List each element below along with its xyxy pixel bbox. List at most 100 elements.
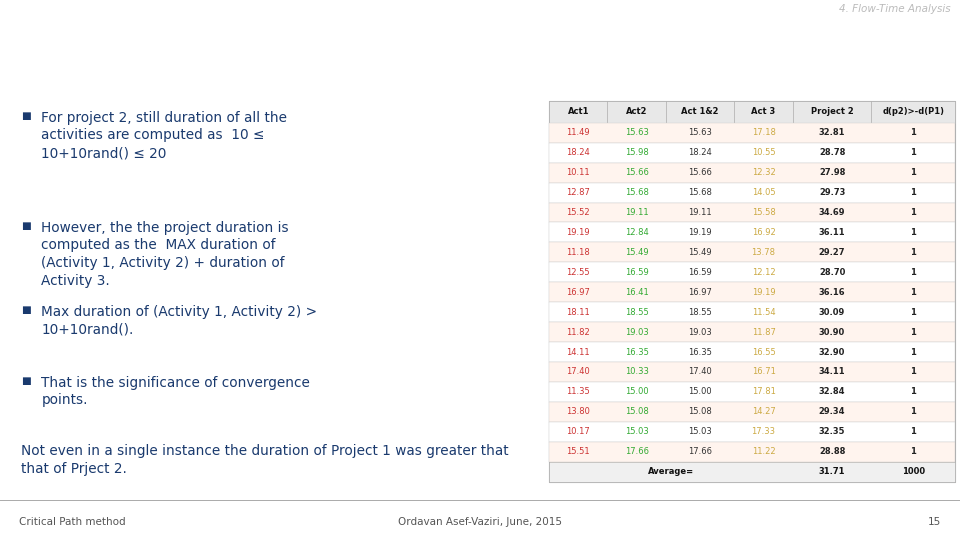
Bar [549,302,955,322]
Text: 15.68: 15.68 [625,188,649,197]
Bar [549,123,955,143]
Text: 15.52: 15.52 [566,208,590,217]
Text: 10.11: 10.11 [566,168,590,177]
Text: 18.24: 18.24 [566,148,590,157]
Text: 15.49: 15.49 [625,248,649,257]
Text: 15.00: 15.00 [625,387,649,396]
Text: 15.03: 15.03 [688,427,712,436]
Bar [549,342,955,362]
Text: 17.81: 17.81 [752,387,776,396]
Text: 19.19: 19.19 [752,288,776,297]
Text: 18.55: 18.55 [625,308,649,316]
Text: 1: 1 [910,228,916,237]
Text: 1: 1 [910,308,916,316]
Text: 1: 1 [910,168,916,177]
Text: 1: 1 [910,288,916,297]
Text: Act 1&2: Act 1&2 [682,107,719,116]
Text: 32.90: 32.90 [819,348,846,356]
Text: 29.73: 29.73 [819,188,846,197]
Text: 16.55: 16.55 [752,348,776,356]
Text: Max duration of (Activity 1, Activity 2) >
10+10rand().: Max duration of (Activity 1, Activity 2)… [41,305,318,337]
Bar [549,422,955,442]
Text: 15.63: 15.63 [688,129,712,137]
Text: That is the significance of convergence
points.: That is the significance of convergence … [41,376,310,408]
Text: 1: 1 [910,268,916,277]
Text: 16.35: 16.35 [688,348,712,356]
Text: For project 2, still duration of all the
activities are computed as  10 ≤
10+10r: For project 2, still duration of all the… [41,111,287,160]
Text: 15.66: 15.66 [625,168,649,177]
Text: 30.90: 30.90 [819,328,845,336]
Text: 28.78: 28.78 [819,148,846,157]
Text: 19.11: 19.11 [688,208,712,217]
Bar [549,183,955,202]
Text: 12.12: 12.12 [752,268,776,277]
Text: 11.35: 11.35 [566,387,590,396]
Text: 1: 1 [910,188,916,197]
Text: A Key Problem: The Impact Converging Activities: A Key Problem: The Impact Converging Act… [12,43,743,69]
Bar [549,242,955,262]
Text: 1: 1 [910,148,916,157]
Text: 1: 1 [910,328,916,336]
Text: 16.97: 16.97 [688,288,712,297]
Text: 31.71: 31.71 [819,467,846,476]
Text: Not even in a single instance the duration of Project 1 was greater that
that of: Not even in a single instance the durati… [21,444,509,476]
Text: 15.08: 15.08 [688,407,712,416]
Text: 15.03: 15.03 [625,427,649,436]
Bar [734,101,793,123]
Text: 1: 1 [910,248,916,257]
Text: 11.18: 11.18 [566,248,590,257]
Text: 15.66: 15.66 [688,168,712,177]
Text: 15.51: 15.51 [566,447,590,456]
Bar [549,382,955,402]
Text: 19.03: 19.03 [625,328,649,336]
Text: 15: 15 [927,517,941,526]
Text: 15.63: 15.63 [625,129,649,137]
Text: 28.70: 28.70 [819,268,846,277]
Text: 29.27: 29.27 [819,248,846,257]
Text: 4. Flow-Time Analysis: 4. Flow-Time Analysis [839,4,950,14]
Text: Average=: Average= [648,467,694,476]
Text: 18.24: 18.24 [688,148,712,157]
Text: 16.59: 16.59 [688,268,712,277]
Bar [549,202,955,222]
Text: 1: 1 [910,387,916,396]
Bar [793,101,872,123]
Text: 11.49: 11.49 [566,129,590,137]
Text: 17.66: 17.66 [625,447,649,456]
Text: 14.05: 14.05 [752,188,776,197]
Text: 19.03: 19.03 [688,328,712,336]
Text: 16.35: 16.35 [625,348,649,356]
Text: 15.58: 15.58 [752,208,776,217]
Text: 32.81: 32.81 [819,129,846,137]
Text: 34.69: 34.69 [819,208,846,217]
Text: Act2: Act2 [626,107,647,116]
Text: 1: 1 [910,427,916,436]
Bar [549,163,955,183]
Text: Critical Path method: Critical Path method [19,517,126,526]
Text: 16.59: 16.59 [625,268,649,277]
Text: Act 3: Act 3 [752,107,776,116]
Bar [549,462,955,482]
Text: 13.80: 13.80 [566,407,590,416]
Bar [549,262,955,282]
Text: 32.84: 32.84 [819,387,846,396]
Text: 15.08: 15.08 [625,407,649,416]
Text: 36.11: 36.11 [819,228,846,237]
Text: 14.27: 14.27 [752,407,776,416]
Text: 17.40: 17.40 [688,367,712,376]
Text: Project 2: Project 2 [811,107,853,116]
Text: 1: 1 [910,208,916,217]
Text: 1: 1 [910,447,916,456]
Text: 16.92: 16.92 [752,228,776,237]
Text: 17.33: 17.33 [752,427,776,436]
Text: 34.11: 34.11 [819,367,846,376]
Text: ■: ■ [21,376,31,386]
Text: 12.87: 12.87 [566,188,590,197]
Bar [666,101,734,123]
Bar [549,402,955,422]
Text: 17.40: 17.40 [566,367,590,376]
Text: However, the the project duration is
computed as the  MAX duration of
(Activity : However, the the project duration is com… [41,220,289,288]
Text: 18.55: 18.55 [688,308,712,316]
Text: 29.34: 29.34 [819,407,846,416]
Text: 10.33: 10.33 [625,367,649,376]
